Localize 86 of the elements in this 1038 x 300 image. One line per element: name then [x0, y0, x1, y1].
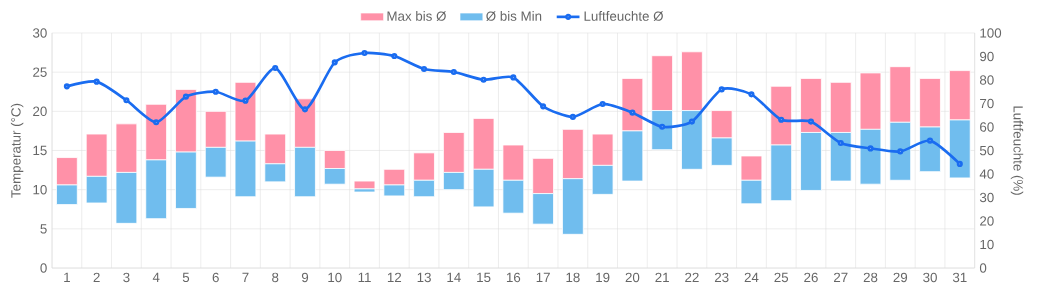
point — [242, 97, 249, 104]
x-tick-label: 3 — [123, 272, 130, 283]
y-tick-label: 5 — [40, 224, 47, 234]
point — [93, 78, 100, 85]
x-tick-label: 31 — [952, 272, 967, 283]
x-tick-label: 20 — [625, 272, 640, 283]
y2-tick-label: 40 — [979, 169, 994, 179]
x-tick-label: 14 — [447, 272, 461, 282]
x-tick-label: 27 — [833, 272, 848, 283]
x-tick-label: 4 — [152, 272, 160, 282]
y-tick-label: 30 — [32, 28, 47, 38]
x-tick-label: 11 — [358, 272, 371, 282]
x-tick-label: 9 — [301, 272, 309, 283]
bar — [353, 180, 376, 190]
x-tick-label: 12 — [387, 272, 402, 283]
x-tick-label: 5 — [182, 272, 190, 283]
point — [837, 139, 844, 147]
point — [748, 91, 755, 98]
point — [510, 74, 517, 81]
point — [361, 49, 368, 57]
point — [569, 113, 576, 120]
point — [867, 145, 874, 152]
x-tick-label: 30 — [923, 272, 937, 283]
y2-tick-label: 70 — [980, 98, 994, 109]
x-tick-label: 2 — [93, 272, 100, 283]
x-tick-label: 24 — [744, 272, 759, 283]
x-tick-label: 13 — [417, 272, 431, 283]
point — [391, 52, 398, 60]
point — [599, 100, 606, 108]
y2-tick-label: 10 — [980, 239, 994, 250]
legend-label: Luftfeuchte Ø — [584, 11, 664, 22]
y-tick-label: 10 — [33, 184, 47, 195]
point — [480, 76, 487, 83]
point — [331, 59, 338, 66]
x-tick-label: 25 — [774, 272, 789, 283]
y2-axis-title: Luftfeuchte (%) — [1010, 106, 1024, 195]
legend-label: Max bis Ø — [387, 11, 446, 22]
y-tick-label: 0 — [40, 263, 47, 273]
y2-tick-label: 50 — [979, 145, 994, 156]
y-tick-label: 15 — [33, 145, 47, 156]
y2-tick-label: 80 — [979, 75, 994, 85]
point — [182, 93, 190, 100]
x-tick-label: 10 — [328, 272, 342, 283]
x-tick-label: 28 — [863, 272, 878, 283]
y-axis-title: Temperatur (°C) — [10, 103, 24, 198]
x-tick-label: 21 — [655, 272, 669, 283]
point — [301, 106, 309, 113]
y-tick-label: 25 — [33, 67, 47, 77]
x-tick-label: 8 — [272, 272, 279, 283]
point — [897, 148, 904, 155]
point — [123, 97, 130, 104]
point — [450, 68, 457, 76]
point — [212, 88, 219, 95]
y2-tick-label: 30 — [979, 192, 994, 203]
y2-tick-label: 20 — [980, 216, 994, 226]
x-tick-label: 29 — [893, 272, 908, 283]
x-tick-label: 16 — [506, 272, 521, 283]
x-tick-label: 15 — [477, 272, 491, 283]
point — [420, 65, 428, 73]
point — [718, 86, 725, 93]
y2-tick-label: 0 — [979, 263, 987, 273]
point — [778, 116, 785, 123]
point — [629, 109, 636, 116]
x-tick-label: 26 — [804, 272, 818, 283]
legend-label: Ø bis Min — [486, 11, 542, 22]
point — [926, 137, 934, 144]
x-tick-label: 1 — [64, 272, 70, 282]
x-tick-label: 19 — [596, 272, 610, 283]
y2-tick-label: 60 — [980, 122, 994, 132]
x-tick-label: 7 — [242, 272, 249, 282]
y2-tick-label: 100 — [980, 28, 1002, 38]
y2-tick-label: 90 — [980, 51, 994, 62]
x-tick-label: 23 — [714, 272, 729, 283]
point — [272, 64, 279, 72]
y-tick-label: 20 — [33, 106, 47, 117]
x-tick-label: 17 — [536, 272, 550, 282]
point — [807, 118, 815, 125]
point — [659, 123, 666, 130]
point — [153, 119, 160, 126]
point — [956, 160, 963, 167]
x-tick-label: 18 — [566, 272, 580, 283]
point — [688, 118, 695, 125]
x-tick-label: 22 — [685, 272, 699, 283]
point — [540, 103, 547, 110]
x-tick-label: 6 — [212, 272, 219, 283]
point — [63, 83, 70, 90]
